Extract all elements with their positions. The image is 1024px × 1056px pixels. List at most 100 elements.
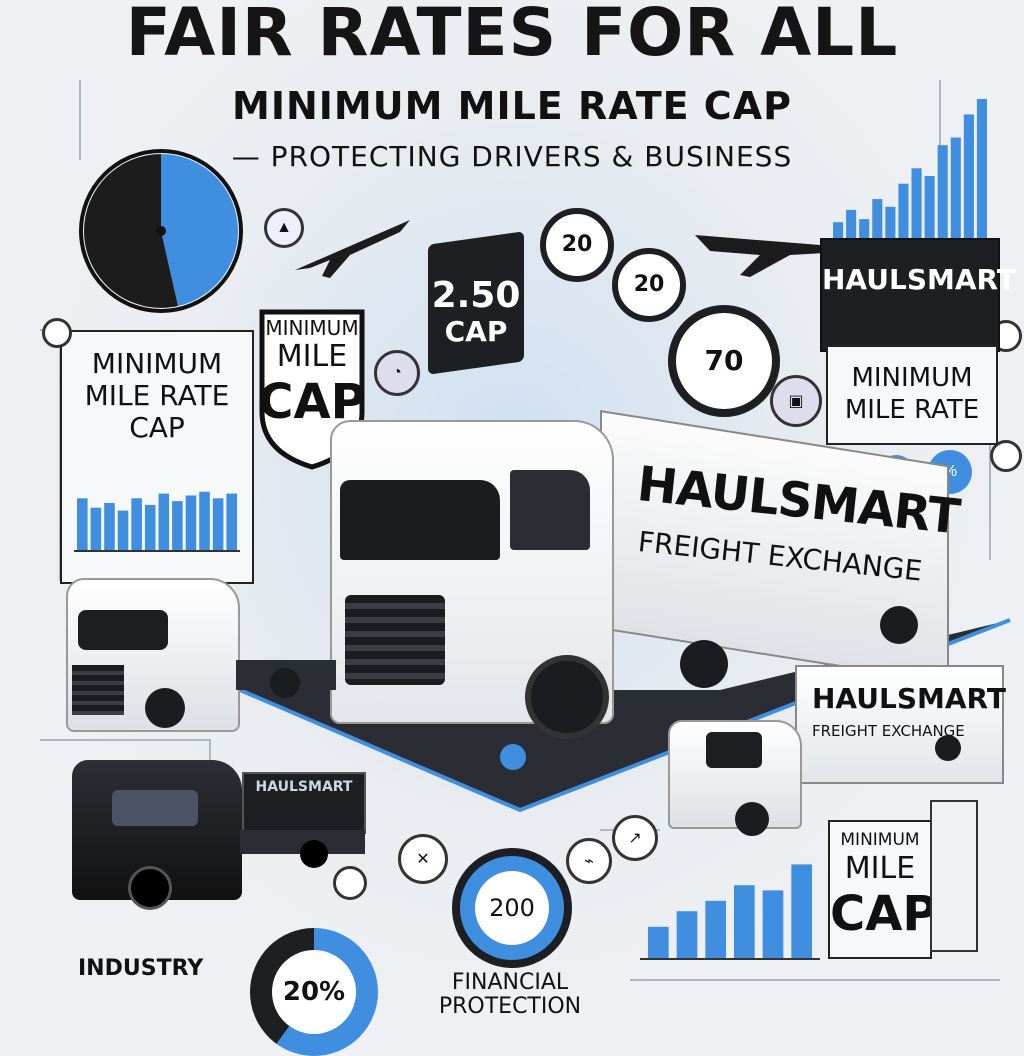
page-subtitle: MINIMUM MILE RATE CAP [232, 84, 792, 128]
gauge-badge-text: 70 [704, 344, 744, 377]
left-truck-grille [72, 665, 124, 715]
right-growth-chart [830, 95, 990, 255]
airplane-icon [295, 220, 410, 278]
chart-bar [117, 510, 129, 550]
airplane-icon [695, 235, 825, 277]
dot-icon [500, 744, 526, 770]
pie-chart-icon [79, 149, 243, 313]
financial-line1: FINANCIAL [451, 970, 569, 995]
chart-bar [911, 168, 922, 253]
dot-icon [333, 866, 367, 900]
right-mid-panel: MINIMUM MILE RATE [826, 345, 998, 445]
gauge-badge: 70 [668, 305, 780, 417]
black-truck-wheel [300, 840, 328, 868]
chart-bar [705, 900, 726, 958]
box-truck-window [706, 732, 762, 768]
chart-bar [846, 209, 857, 253]
box-truck-brand: HAULSMART [812, 682, 1006, 715]
badge-20-a-text: 20 [561, 232, 593, 257]
shield-line2: MILE [276, 339, 348, 374]
counter-200-badge: 200 [452, 848, 572, 968]
dot-icon [990, 440, 1022, 472]
chart-bar [144, 504, 156, 550]
shield-line3: CAP [258, 374, 366, 430]
chart-bar [791, 864, 812, 958]
close-icon: ✕ [398, 834, 448, 884]
right-mid-line1: MINIMUM [851, 363, 973, 393]
chart-bar [90, 507, 102, 550]
chart-bar [924, 176, 935, 253]
left-truck-wheel [145, 688, 185, 728]
black-truck-wheel [128, 866, 172, 910]
gauge-icon: ◔ [374, 350, 420, 396]
chart-bar [734, 885, 755, 958]
black-truck-trailer: HAULSMART [242, 772, 366, 834]
chart-bar [77, 498, 88, 550]
main-truck-grille [345, 595, 445, 685]
chart-bar [185, 495, 197, 550]
bottom-left-label: INDUSTRY [78, 956, 204, 981]
box-truck-wheel [735, 802, 769, 836]
chart-bar [762, 890, 784, 958]
chart-bar [648, 926, 669, 958]
main-truck-side-window [510, 470, 590, 550]
truck-icon: ▣ [770, 375, 822, 427]
chart-bar [212, 498, 224, 550]
right-mid-line2: MILE RATE [844, 395, 980, 425]
chart-bar [859, 219, 870, 253]
warning-icon: ▲ [264, 208, 304, 248]
page-tagline: — PROTECTING DRIVERS & BUSINESS [231, 140, 793, 173]
chart-bar [131, 498, 142, 550]
cap-badge-value: 2.50 [431, 275, 521, 316]
main-truck-windshield [340, 480, 500, 560]
badge-20-b: 20 [612, 248, 686, 322]
bottom-right-line2: MILE [844, 851, 916, 886]
page-title: FAIR RATES FOR ALL [125, 0, 899, 71]
left-bar-chart [74, 491, 240, 552]
bottom-right-sidebar-panel [930, 800, 978, 952]
left-truck-wheel [270, 668, 300, 698]
badge-20-b-text: 20 [633, 272, 665, 297]
bottom-right-line3: CAP [830, 886, 938, 942]
chart-bar [158, 493, 170, 550]
chart-bar [833, 222, 844, 253]
link-icon: ⌁ [566, 838, 612, 884]
chart-bar [872, 199, 883, 253]
counter-200-inner: 200 [475, 871, 549, 945]
dot-icon [42, 318, 72, 348]
box-truck-body [795, 665, 1004, 784]
black-truck-brand: HAULSMART [255, 779, 353, 795]
bottom-right-line1: MINIMUM [840, 830, 920, 850]
chart-bar [226, 493, 237, 550]
percent-donut: 20% [250, 928, 378, 1056]
chart-bar [104, 503, 115, 550]
right-bar-chart [833, 99, 987, 254]
link-icon: ↗ [612, 815, 658, 861]
counter-200-text: 200 [489, 894, 535, 922]
cap-badge-label: CAP [444, 315, 508, 348]
badge-20-a: 20 [540, 208, 614, 282]
chart-bar [976, 99, 987, 253]
chart-bar [950, 137, 961, 253]
box-truck-wheel [935, 735, 961, 761]
black-truck-window [112, 790, 198, 826]
left-panel-line2: MILE RATE [84, 379, 230, 412]
box-truck-tagline: FREIGHT EXCHANGE [812, 722, 965, 740]
chart-bar [199, 491, 210, 550]
haulsmart-panel-brand: HAULSMART [822, 263, 1016, 296]
haulsmart-panel: HAULSMART [820, 238, 1016, 352]
shield-line1: MINIMUM [265, 316, 359, 340]
left-panel-line1: MINIMUM [91, 347, 223, 380]
left-stat-panel: MINIMUM MILE RATE CAP [60, 330, 254, 584]
bottom-right-bar-chart [640, 864, 820, 960]
chart-bar [885, 206, 896, 253]
chart-bar [898, 183, 909, 253]
chart-bar [676, 911, 698, 958]
main-truck-wheel [880, 606, 918, 644]
left-panel-line3: CAP [129, 411, 185, 444]
main-truck-wheel [525, 655, 609, 739]
bottom-right-panel: MINIMUM MILE CAP [828, 820, 938, 959]
chart-bar [172, 501, 183, 550]
chart-bar [963, 114, 974, 254]
financial-line2: PROTECTION [438, 994, 582, 1019]
